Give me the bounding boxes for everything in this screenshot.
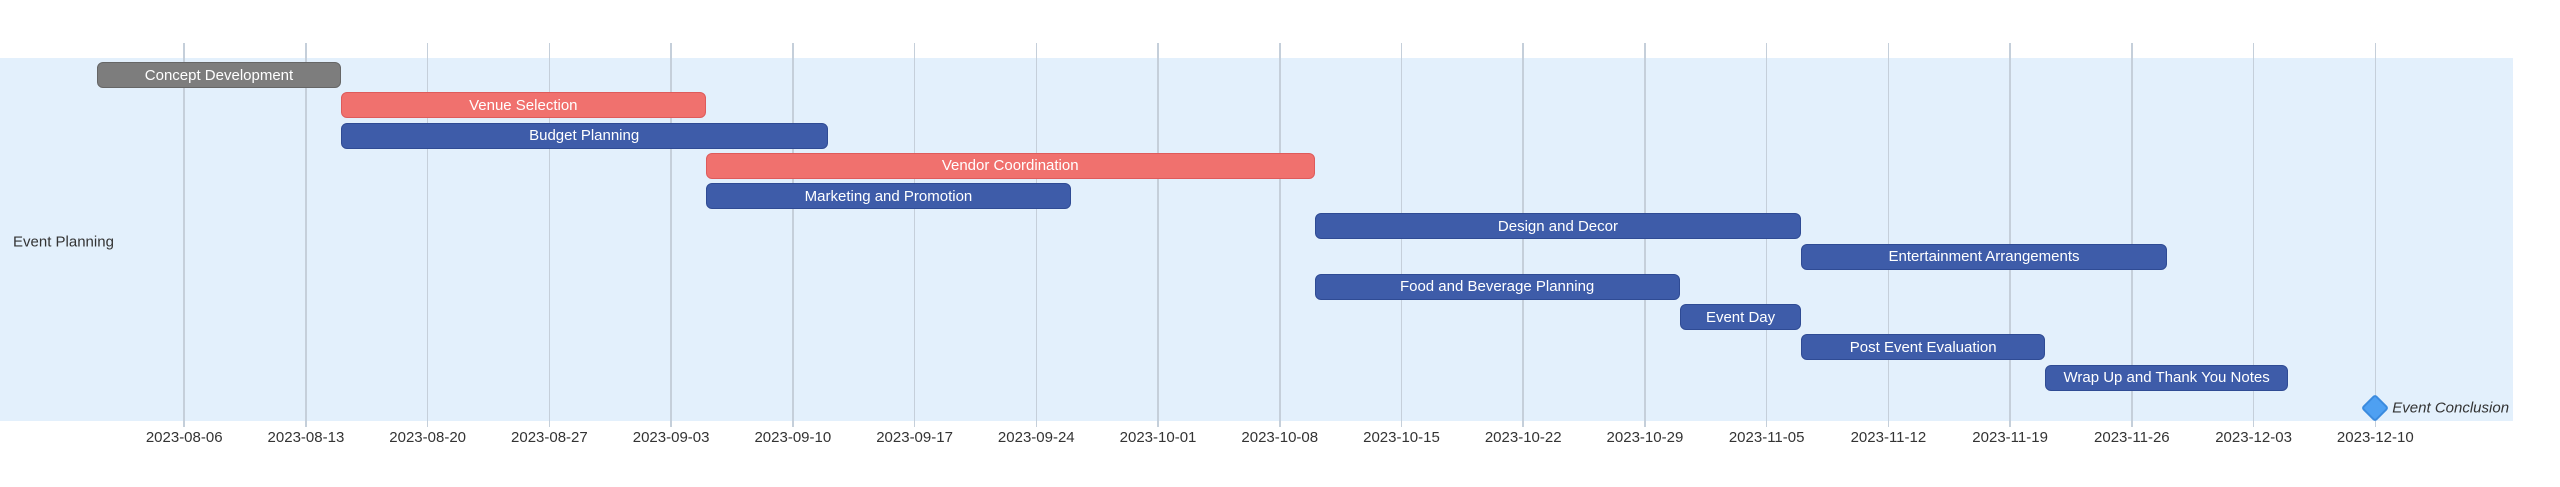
- gridline: [426, 43, 429, 427]
- gridline: [2252, 43, 2255, 427]
- axis-tick-label: 2023-11-26: [2094, 429, 2170, 446]
- gridline: [1157, 43, 1159, 427]
- gridline: [2131, 43, 2133, 427]
- task-bar: Marketing and Promotion: [705, 183, 1072, 209]
- milestone-label: Event Conclusion: [2392, 399, 2510, 417]
- task-bar-label: Concept Development: [144, 66, 294, 84]
- gridline: [183, 43, 185, 427]
- axis-tick-label: 2023-09-03: [632, 429, 710, 446]
- task-bar: Concept Development: [97, 62, 341, 88]
- task-bar-label: Event Day: [1705, 308, 1776, 326]
- axis-tick-label: 2023-11-05: [1728, 429, 1805, 446]
- task-bar-label: Wrap Up and Thank You Notes: [2063, 369, 2270, 386]
- task-bar-label: Vendor Coordination: [941, 157, 1079, 175]
- gridline: [792, 43, 794, 427]
- axis-tick-label: 2023-10-29: [1606, 429, 1684, 446]
- task-bar-label: Food and Beverage Planning: [1399, 278, 1595, 296]
- task-bar: Event Day: [1679, 304, 1802, 330]
- gridline: [2374, 43, 2377, 427]
- axis-tick-label: 2023-12-10: [2336, 429, 2414, 446]
- gridline: [305, 43, 307, 427]
- gridline: [913, 43, 916, 427]
- task-bar: Venue Selection: [340, 92, 706, 119]
- gridline: [548, 43, 551, 427]
- task-bar: Entertainment Arrangements: [1801, 243, 2167, 270]
- task-bar-label: Budget Planning: [529, 127, 640, 144]
- task-bar-label: Venue Selection: [469, 96, 578, 114]
- task-bar: Design and Decor: [1314, 213, 1802, 240]
- section-label: Event Planning: [13, 233, 114, 251]
- task-bar-label: Design and Decor: [1497, 217, 1618, 235]
- axis-tick-label: 2023-08-13: [267, 429, 345, 446]
- axis-tick-label: 2023-10-15: [1363, 429, 1440, 446]
- axis-tick-label: 2023-10-08: [1241, 429, 1319, 446]
- axis-tick-label: 2023-10-22: [1484, 429, 1562, 446]
- task-bar-label: Post Event Evaluation: [1849, 338, 1997, 356]
- section-band: [0, 58, 2513, 421]
- axis-tick-label: 2023-11-12: [1850, 429, 1927, 446]
- axis-tick-label: 2023-08-20: [389, 429, 467, 446]
- axis-tick-label: 2023-09-17: [876, 429, 953, 446]
- axis-tick-label: 2023-12-03: [2215, 429, 2292, 446]
- task-bar-label: Marketing and Promotion: [804, 187, 973, 205]
- task-bar: Food and Beverage Planning: [1314, 273, 1680, 300]
- task-bar: Vendor Coordination: [705, 152, 1315, 179]
- axis-tick-label: 2023-09-10: [754, 429, 832, 446]
- gridline: [2009, 43, 2011, 427]
- gridline: [1887, 43, 1890, 427]
- task-bar: Budget Planning: [340, 122, 828, 149]
- task-bar: Wrap Up and Thank You Notes: [2044, 364, 2289, 391]
- gridline: [670, 43, 672, 427]
- axis-tick-label: 2023-10-01: [1119, 429, 1197, 446]
- axis-tick-label: 2023-11-19: [1972, 429, 2048, 446]
- axis-tick-label: 2023-08-06: [145, 429, 223, 446]
- task-bar-label: Entertainment Arrangements: [1888, 248, 2080, 265]
- gridline: [1279, 43, 1281, 427]
- axis-tick-label: 2023-08-27: [511, 429, 588, 446]
- axis-tick-label: 2023-09-24: [997, 429, 1075, 446]
- task-bar: Post Event Evaluation: [1801, 334, 2045, 361]
- gridline: [1035, 43, 1038, 427]
